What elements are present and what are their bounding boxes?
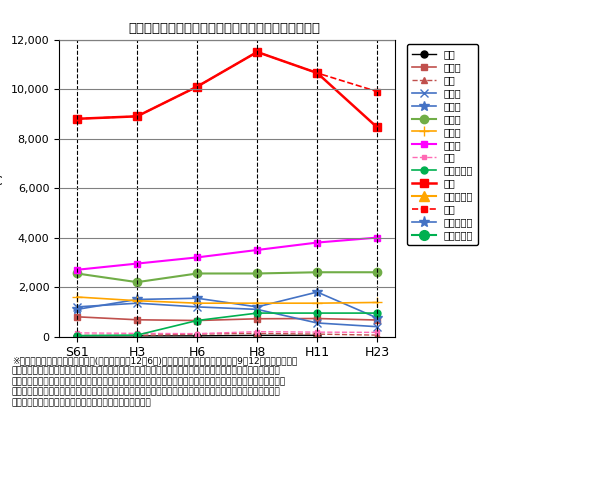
鉱業 xyxy=(194,331,201,337)
鉱業 xyxy=(254,331,261,337)
建設業 xyxy=(254,306,261,312)
目標 xyxy=(314,70,321,76)
製造業 xyxy=(373,315,381,321)
鉱業 xyxy=(314,331,321,337)
建設業 xyxy=(373,324,381,330)
目標 xyxy=(74,116,81,122)
業務系 xyxy=(254,300,261,306)
ガス xyxy=(254,333,261,339)
ガス xyxy=(314,333,321,339)
自動車 xyxy=(373,235,381,241)
製造業 xyxy=(314,289,321,295)
Line: 農村業: 農村業 xyxy=(74,313,381,324)
Line: 自動車: 自動車 xyxy=(74,235,380,273)
家庭系 xyxy=(373,269,381,275)
製造業 xyxy=(74,306,81,312)
ガス xyxy=(74,333,81,339)
農村業 xyxy=(74,314,81,320)
小計 xyxy=(254,49,261,55)
業務系 xyxy=(194,300,201,306)
自動車 xyxy=(254,247,261,253)
目標 xyxy=(373,89,381,95)
製造業 xyxy=(194,295,201,301)
鉄道 xyxy=(314,329,321,335)
家庭系 xyxy=(74,270,81,276)
一般廃棄物 xyxy=(254,310,261,316)
家庭系 xyxy=(314,269,321,275)
Line: 鉄道: 鉄道 xyxy=(75,330,379,336)
ガス xyxy=(194,333,201,339)
ガス xyxy=(133,333,140,339)
鉱業 xyxy=(373,332,381,338)
家庭系 xyxy=(254,270,261,276)
小計 xyxy=(133,113,140,119)
業務系 xyxy=(133,297,140,303)
家庭系 xyxy=(133,279,140,285)
鉱業 xyxy=(133,333,140,339)
自動車 xyxy=(74,267,81,273)
鉄道 xyxy=(194,331,201,337)
Legend: ガス, 農村業, 鉱業, 建設業, 製造業, 家庭系, 業務系, 自動車, 鉄道, 一般廃棄物, 小計, 参考目標１, 目標, 参考目標２, 参考目標３: ガス, 農村業, 鉱業, 建設業, 製造業, 家庭系, 業務系, 自動車, 鉄道… xyxy=(407,45,478,245)
Text: ニセコ町の二酸化炭素排出量の予測推移と削減目標値: ニセコ町の二酸化炭素排出量の予測推移と削減目標値 xyxy=(128,22,320,35)
Y-axis label: tC: tC xyxy=(0,175,4,188)
建設業 xyxy=(133,300,140,306)
製造業 xyxy=(254,304,261,310)
鉄道 xyxy=(373,330,381,336)
家庭系 xyxy=(194,270,201,276)
小計 xyxy=(373,124,381,130)
鉄道 xyxy=(133,331,140,337)
業務系 xyxy=(373,299,381,305)
建設業 xyxy=(194,304,201,310)
農村業 xyxy=(254,316,261,322)
鉱業 xyxy=(74,333,81,339)
製造業 xyxy=(133,297,140,302)
一般廃棄物 xyxy=(74,333,81,339)
一般廃棄物 xyxy=(194,318,201,324)
Line: 鉱業: 鉱業 xyxy=(74,330,381,339)
目標 xyxy=(254,49,261,55)
Line: 家庭系: 家庭系 xyxy=(73,268,382,286)
自動車 xyxy=(314,240,321,246)
目標 xyxy=(133,113,140,119)
鉄道 xyxy=(74,330,81,336)
Line: 目標: 目標 xyxy=(74,49,380,122)
Text: ※『北海道地球温暖化防止計画』(北海道／平成12年6月)のもととなる調査報告書（平成9年12月）所収のデー
タをもとに独自に算出したものですが、データの精査によ: ※『北海道地球温暖化防止計画』(北海道／平成12年6月)のもととなる調査報告書（… xyxy=(12,356,297,407)
小計 xyxy=(194,84,201,90)
農村業 xyxy=(373,317,381,323)
Line: 小計: 小計 xyxy=(73,48,382,132)
小計 xyxy=(314,70,321,76)
鉄道 xyxy=(254,329,261,335)
Line: 一般廃棄物: 一般廃棄物 xyxy=(74,309,381,339)
自動車 xyxy=(194,254,201,260)
Line: 建設業: 建設業 xyxy=(73,299,382,331)
業務系 xyxy=(314,300,321,306)
農村業 xyxy=(314,316,321,322)
建設業 xyxy=(314,320,321,326)
目標 xyxy=(194,84,201,90)
農村業 xyxy=(194,318,201,324)
Line: ガス: ガス xyxy=(74,332,321,340)
建設業 xyxy=(74,304,81,310)
農村業 xyxy=(133,317,140,323)
自動車 xyxy=(133,260,140,266)
Line: 製造業: 製造業 xyxy=(72,287,382,323)
業務系 xyxy=(74,294,81,300)
Line: 業務系: 業務系 xyxy=(72,292,382,308)
一般廃棄物 xyxy=(133,332,140,338)
一般廃棄物 xyxy=(314,310,321,316)
一般廃棄物 xyxy=(373,310,381,316)
小計 xyxy=(74,116,81,122)
